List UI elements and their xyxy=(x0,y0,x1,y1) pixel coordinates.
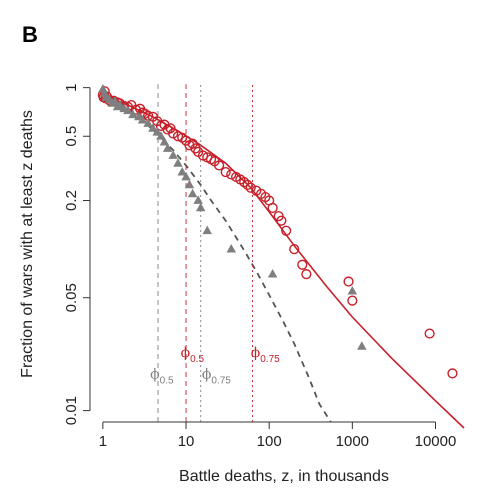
y-axis-label: Fraction of wars with at least z deaths xyxy=(19,110,36,378)
data-point-circle xyxy=(245,182,256,193)
y-tick-label: 0.5 xyxy=(63,126,80,147)
data-point-triangle xyxy=(162,143,173,152)
y-tick-label: 0.01 xyxy=(63,396,80,425)
data-point-triangle xyxy=(181,171,191,181)
data-point-triangle xyxy=(357,341,367,350)
data-point-triangle xyxy=(202,225,213,235)
data-point-triangle xyxy=(193,195,203,204)
fit-line-dashed xyxy=(102,89,332,423)
data-point-circle xyxy=(424,328,435,339)
data-point-circle xyxy=(242,179,253,190)
data-point-triangle xyxy=(159,137,170,146)
data-point-triangle xyxy=(168,150,178,159)
triangle-series xyxy=(98,83,367,350)
data-point-circle xyxy=(172,131,184,142)
data-point-circle xyxy=(226,169,237,180)
data-points xyxy=(97,83,458,379)
data-point-circle xyxy=(190,143,201,154)
axes: 1 10 100 1000 10000 1 0.5 0.2 0.05 0.01 xyxy=(63,83,456,450)
data-point-triangle xyxy=(195,202,206,212)
data-point-triangle xyxy=(115,99,125,109)
x-tick-label: 1 xyxy=(99,433,107,450)
data-point-circle xyxy=(220,166,231,178)
y-tick-label: 0.2 xyxy=(63,190,80,211)
data-point-triangle xyxy=(347,285,358,295)
panel-letter: B xyxy=(22,22,38,47)
data-point-triangle xyxy=(267,269,278,278)
data-point-circle xyxy=(343,276,354,287)
data-point-triangle xyxy=(177,166,187,176)
y-tick-label: 0.05 xyxy=(63,283,80,312)
x-axis-label: Battle deaths, z, in thousands xyxy=(179,468,389,485)
threshold-label: ϕ0.75 xyxy=(202,367,231,387)
x-tick-label: 10 xyxy=(178,433,195,450)
threshold-label: ϕ0.5 xyxy=(150,367,174,387)
x-tick-label: 10000 xyxy=(415,433,457,450)
data-point-circle xyxy=(165,123,176,134)
data-point-circle xyxy=(347,295,358,306)
data-point-circle xyxy=(267,202,278,214)
data-point-triangle xyxy=(226,244,237,253)
data-point-triangle xyxy=(173,158,183,167)
data-point-triangle xyxy=(98,83,108,93)
data-point-circle xyxy=(239,177,250,188)
data-point-triangle xyxy=(152,127,162,136)
data-point-circle xyxy=(281,225,292,236)
data-point-circle xyxy=(297,259,308,270)
threshold-label: ϕ0.5 xyxy=(181,345,205,365)
y-tick-label: 1 xyxy=(63,83,80,91)
data-point-triangle xyxy=(184,179,195,189)
data-point-triangle xyxy=(128,109,138,119)
x-tick-label: 100 xyxy=(257,433,282,450)
data-point-triangle xyxy=(156,131,166,140)
data-point-circle xyxy=(130,104,142,115)
data-point-triangle xyxy=(143,118,153,127)
data-point-circle xyxy=(214,160,225,171)
data-point-circle xyxy=(289,244,300,255)
data-point-triangle xyxy=(137,114,148,124)
threshold-label: ϕ0.75 xyxy=(251,345,280,365)
data-point-circle xyxy=(276,215,287,226)
x-tick-label: 1000 xyxy=(336,433,369,450)
data-point-circle xyxy=(447,368,458,379)
data-point-triangle xyxy=(148,123,158,132)
data-point-triangle xyxy=(187,188,198,198)
data-point-triangle xyxy=(123,105,133,115)
data-point-circle xyxy=(301,269,312,280)
